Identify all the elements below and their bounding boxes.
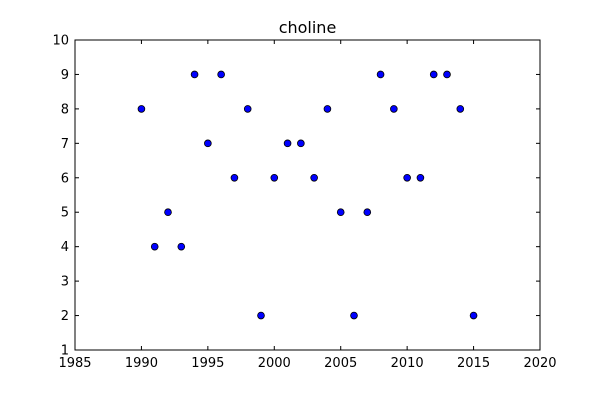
data-point	[376, 70, 385, 79]
data-point	[403, 173, 411, 182]
x-tick-label: 2000	[258, 356, 291, 371]
data-point	[336, 208, 345, 217]
data-point	[310, 173, 318, 182]
y-tick-label: 1	[61, 344, 69, 359]
y-tick-label: 3	[61, 275, 69, 290]
y-tick-label: 9	[61, 68, 69, 83]
data-point	[217, 70, 225, 79]
data-point	[390, 105, 398, 113]
x-tick-label: 2005	[324, 356, 357, 371]
data-point	[323, 105, 332, 113]
plot-area	[74, 39, 541, 351]
chart-title: choline	[279, 18, 337, 37]
x-tick-label: 2010	[391, 356, 424, 371]
data-point	[429, 70, 438, 79]
data-point	[416, 173, 425, 182]
data-point	[257, 311, 265, 320]
x-tick-label: 1985	[58, 356, 91, 371]
data-point	[204, 139, 212, 148]
x-tick-label: 1995	[191, 356, 224, 371]
data-point	[443, 70, 451, 79]
data-point	[456, 105, 465, 113]
y-tick-label: 2	[61, 309, 69, 324]
y-tick-label: 10	[52, 34, 69, 49]
y-tick-label: 5	[61, 206, 69, 221]
data-point	[150, 242, 159, 251]
data-point	[270, 173, 279, 182]
x-tick-label: 2020	[523, 356, 556, 371]
y-tick-label: 6	[61, 171, 69, 186]
y-tick-label: 7	[61, 137, 69, 152]
data-point	[230, 173, 239, 182]
data-point	[177, 242, 186, 251]
data-point	[243, 105, 252, 113]
data-point	[350, 311, 358, 320]
data-point	[297, 139, 305, 148]
data-point	[469, 311, 478, 320]
data-point	[190, 70, 199, 79]
y-tick-label: 8	[61, 102, 69, 117]
data-point	[137, 105, 146, 113]
data-point	[283, 139, 292, 148]
data-points	[137, 70, 478, 320]
y-axis: 1 2 3 4 5 6 7 8 9 10	[52, 34, 540, 359]
x-tick-label: 1990	[125, 356, 158, 371]
x-axis: 1985 1990 1995 2000 2005 2010 2015 2020	[58, 40, 557, 371]
x-tick-label: 2015	[457, 356, 490, 371]
data-point	[363, 208, 372, 217]
y-tick-label: 4	[61, 240, 69, 255]
data-point	[164, 208, 172, 217]
